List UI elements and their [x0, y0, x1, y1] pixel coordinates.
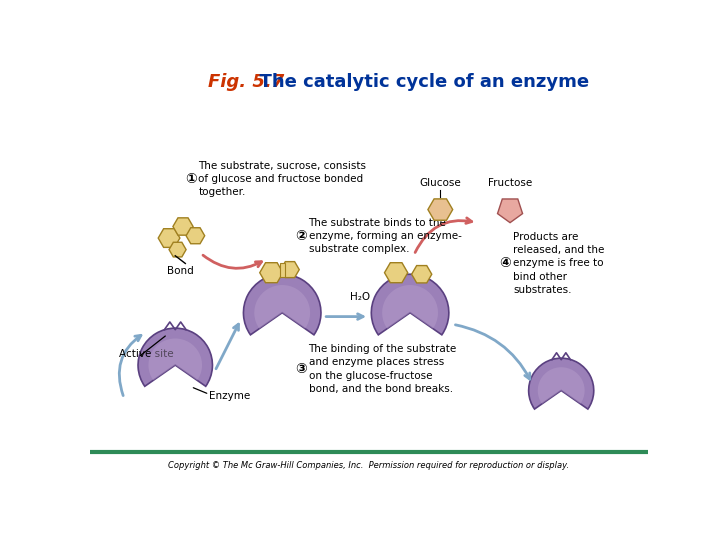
- Polygon shape: [428, 199, 453, 220]
- Wedge shape: [254, 285, 310, 329]
- Polygon shape: [384, 262, 408, 283]
- Polygon shape: [412, 266, 432, 283]
- Text: H₂O: H₂O: [350, 292, 370, 302]
- Wedge shape: [382, 285, 438, 329]
- Text: Fig. 5.7: Fig. 5.7: [208, 73, 284, 91]
- Wedge shape: [538, 367, 585, 404]
- Wedge shape: [138, 328, 212, 386]
- Wedge shape: [148, 339, 202, 380]
- Wedge shape: [528, 358, 594, 409]
- Polygon shape: [173, 218, 193, 235]
- Text: ③: ③: [295, 362, 307, 376]
- Polygon shape: [158, 229, 180, 247]
- Text: Active site: Active site: [120, 349, 174, 359]
- Polygon shape: [186, 228, 204, 244]
- Text: Products are
released, and the
enzyme is free to
bind other
substrates.: Products are released, and the enzyme is…: [513, 232, 605, 295]
- Polygon shape: [169, 242, 186, 257]
- Text: Bond: Bond: [166, 266, 193, 276]
- Text: ②: ②: [295, 229, 307, 243]
- Wedge shape: [372, 274, 449, 335]
- Text: ④: ④: [500, 256, 511, 271]
- Text: Enzyme: Enzyme: [210, 391, 251, 401]
- Polygon shape: [260, 262, 283, 283]
- Text: The substrate, sucrose, consists
of glucose and fructose bonded
together.: The substrate, sucrose, consists of gluc…: [199, 160, 366, 197]
- Polygon shape: [281, 261, 300, 278]
- Text: The catalytic cycle of an enzyme: The catalytic cycle of an enzyme: [246, 73, 589, 91]
- Text: Fructose: Fructose: [488, 178, 532, 188]
- Polygon shape: [280, 264, 284, 278]
- Text: The substrate binds to the
enzyme, forming an enzyme-
substrate complex.: The substrate binds to the enzyme, formi…: [309, 218, 462, 254]
- Polygon shape: [498, 199, 523, 222]
- Wedge shape: [243, 274, 321, 335]
- Text: The binding of the substrate
and enzyme places stress
on the glucose-fructose
bo: The binding of the substrate and enzyme …: [309, 344, 456, 394]
- Text: Copyright © The Mc Graw-Hill Companies, Inc.  Permission required for reproducti: Copyright © The Mc Graw-Hill Companies, …: [168, 461, 570, 470]
- Text: Glucose: Glucose: [420, 178, 462, 188]
- Text: ①: ①: [185, 172, 197, 186]
